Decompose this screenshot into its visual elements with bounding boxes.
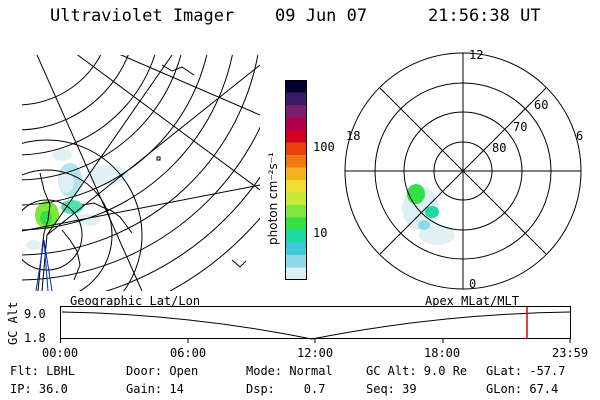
colorbar-stripe <box>285 255 307 268</box>
dsp-info: Dsp: 0.7 <box>246 382 326 396</box>
timeline-x-tick-1200: 12:00 <box>297 346 334 360</box>
emission-patch <box>407 184 425 204</box>
mode-info: Mode: Normal <box>246 364 333 378</box>
emission-patch <box>425 206 439 218</box>
coastline <box>37 172 51 291</box>
timeline-plot <box>60 306 571 343</box>
island <box>156 156 161 161</box>
timeline-tickmarks <box>60 339 571 343</box>
colorbar-stripe <box>285 267 307 280</box>
colorbar-stripe <box>285 230 307 243</box>
colorbar-unit-label: photon cm⁻²s⁻¹ <box>266 152 280 245</box>
colorbar-stripe <box>285 117 307 131</box>
terminator-line <box>43 239 53 291</box>
ip-info: IP: 36.0 <box>10 382 68 396</box>
apex-mlat-mlt-label: Apex MLat/MLT <box>425 294 519 308</box>
pole-ring <box>22 169 113 291</box>
emission-patch <box>419 225 455 245</box>
sun-terminator <box>35 239 53 291</box>
terminator-line <box>35 239 45 291</box>
mlat-label-80: 80 <box>492 141 507 155</box>
timeline-x-tick-0000: 00:00 <box>42 346 79 360</box>
time-label: 21:56:38 UT <box>428 6 541 26</box>
colorbar-stripe <box>285 242 307 256</box>
aurora-emission-polar <box>402 184 455 245</box>
mlt-label-12: 12 <box>469 48 484 62</box>
colorbar-stripe <box>285 130 307 143</box>
lon-line <box>46 55 173 236</box>
colorbar-stripe <box>285 217 307 231</box>
pole-ring <box>22 199 83 271</box>
emission-patch <box>61 200 83 214</box>
emission-patch <box>52 149 72 161</box>
instrument-title: Ultraviolet Imager <box>50 6 235 26</box>
geographic-latlon-label: Geographic Lat/Lon <box>70 294 201 308</box>
colorbar-stripe <box>285 192 307 206</box>
emission-patch <box>40 211 52 225</box>
mlt-label-6: 6 <box>576 129 584 143</box>
date-label: 09 Jun 07 <box>275 6 368 26</box>
emission-patch <box>418 220 430 230</box>
terminator-line <box>43 239 49 291</box>
gc-alt-info: GC Alt: 9.0 Re <box>366 364 468 378</box>
glat-info: GLat: -57.7 <box>486 364 566 378</box>
colorbar-stripe <box>285 167 307 181</box>
lon-line <box>41 234 48 291</box>
timeline-x-tick-0600: 06:00 <box>170 346 207 360</box>
colorbar-stripe <box>285 205 307 218</box>
colorbar-stripe <box>285 80 307 93</box>
lon-line <box>46 64 260 236</box>
coastline <box>61 229 81 281</box>
mlt-label-0: 0 <box>469 277 477 291</box>
inner-pole-rings <box>22 139 143 291</box>
mlt-label-18: 18 <box>346 129 361 143</box>
mlat-label-60: 60 <box>534 98 549 112</box>
lon-line <box>36 55 143 291</box>
mlt-meridians <box>345 53 581 289</box>
colorbar-stripe <box>285 92 307 106</box>
glon-info: GLon: 67.4 <box>486 382 559 396</box>
timeline-y-axis-label: GC Alt <box>6 301 20 345</box>
colorbar-stripe <box>285 105 307 118</box>
colorbar-stripe <box>285 180 307 193</box>
timeline-y-tick-bottom: 1.8 <box>24 331 46 345</box>
longitude-lines <box>22 55 260 291</box>
colorbar-frame <box>285 80 307 280</box>
gc-altitude-curve <box>61 311 571 340</box>
mlat-label-70: 70 <box>513 120 528 134</box>
mlt-meridian <box>379 87 547 255</box>
colorbar-stripe <box>285 142 307 156</box>
pole-ring <box>22 139 143 291</box>
coastline <box>231 259 247 268</box>
filter-info: Flt: LBHL <box>10 364 76 378</box>
timeline-x-tick-2359: 23:59 <box>552 346 589 360</box>
map-background <box>22 55 260 291</box>
coastlines <box>37 64 247 291</box>
colorbar-tick-100: 100 <box>313 140 335 154</box>
polar-plot <box>344 52 582 290</box>
timeline-frame <box>60 306 571 339</box>
lon-line <box>76 55 260 191</box>
emission-patch <box>58 171 74 193</box>
seq-info: Seq: 39 <box>366 382 417 396</box>
coastline <box>81 202 133 234</box>
timeline-x-tick-1800: 18:00 <box>424 346 461 360</box>
timeline-y-tick-top: 9.0 <box>24 307 46 321</box>
colorbar-tick-10: 10 <box>313 226 328 240</box>
colorbar <box>285 80 307 280</box>
colorbar-stripe <box>285 155 307 168</box>
door-info: Door: Open <box>126 364 199 378</box>
colorbar-stripes <box>285 80 307 280</box>
coastline <box>161 64 195 76</box>
geographic-map <box>22 55 260 291</box>
emission-patch <box>85 165 129 185</box>
gain-info: Gain: 14 <box>126 382 184 396</box>
emission-patch <box>26 240 42 250</box>
